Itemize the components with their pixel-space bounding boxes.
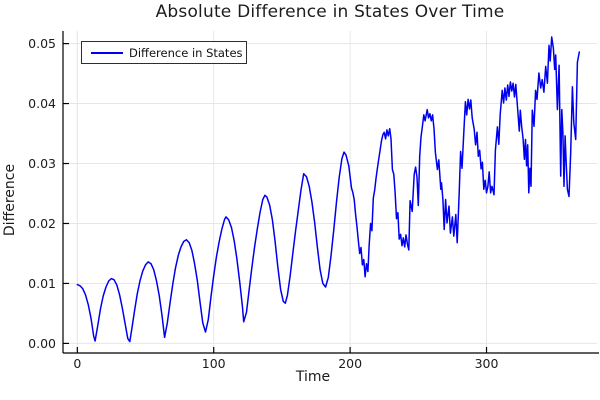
y-tick-label: 0.03 bbox=[28, 156, 56, 171]
legend-line-sample-icon bbox=[91, 51, 123, 54]
x-tick-label: 200 bbox=[338, 356, 362, 371]
y-axis-label: Difference bbox=[2, 163, 18, 237]
x-tick-label: 300 bbox=[475, 356, 499, 371]
y-tick-label: 0.01 bbox=[28, 276, 56, 291]
legend-series-label: Difference in States bbox=[129, 45, 243, 60]
series-line bbox=[76, 36, 581, 343]
x-tick-label: 100 bbox=[202, 356, 226, 371]
y-tick-label: 0.02 bbox=[28, 216, 56, 231]
x-axis-label: Time bbox=[295, 369, 331, 385]
chart-title: Absolute Difference in States Over Time bbox=[155, 2, 505, 22]
y-tick-label: 0.05 bbox=[28, 36, 56, 51]
y-tick-label: 0.04 bbox=[28, 96, 56, 111]
y-tick-label: 0.00 bbox=[28, 336, 56, 351]
legend: Difference in States bbox=[81, 41, 247, 64]
x-tick-label: 0 bbox=[73, 356, 81, 371]
